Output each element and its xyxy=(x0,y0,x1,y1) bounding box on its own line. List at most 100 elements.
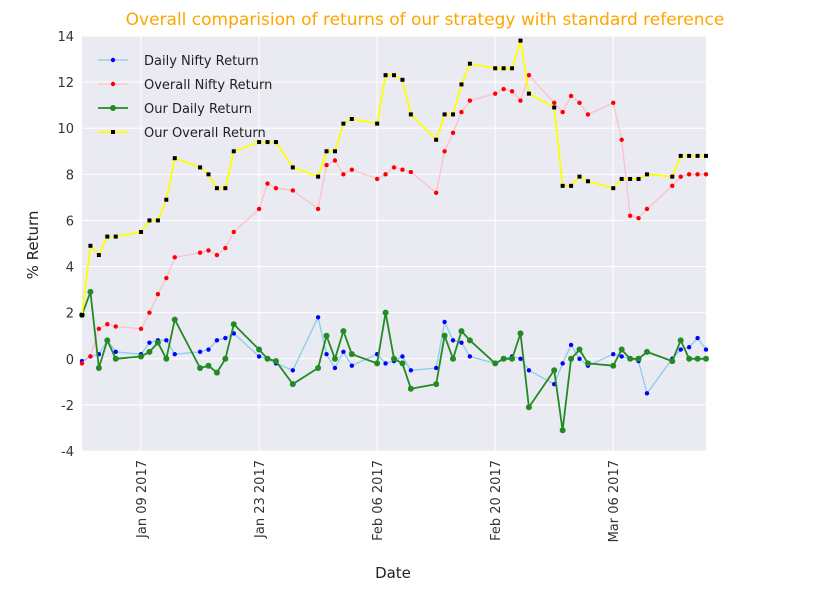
data-point xyxy=(501,66,506,71)
data-point xyxy=(568,93,574,99)
data-point xyxy=(349,363,355,368)
data-point xyxy=(560,183,565,188)
data-point xyxy=(332,149,337,154)
data-point xyxy=(678,347,683,352)
data-point xyxy=(577,356,582,361)
data-point xyxy=(147,340,152,345)
data-point xyxy=(442,319,447,325)
data-point xyxy=(163,355,170,362)
data-point xyxy=(627,213,633,219)
data-point xyxy=(214,338,220,343)
series-line xyxy=(81,74,706,364)
legend-item: Daily Nifty Return xyxy=(98,54,259,69)
data-point xyxy=(206,347,211,352)
legend-item: Our Overall Return xyxy=(98,126,266,141)
data-point xyxy=(349,167,355,172)
legend: Daily Nifty Return Overall Nifty Return Ou… xyxy=(98,54,272,141)
data-point xyxy=(383,172,388,177)
data-point xyxy=(678,153,683,158)
data-point xyxy=(509,89,515,94)
data-point xyxy=(584,360,591,367)
data-point xyxy=(611,186,616,191)
data-point xyxy=(273,140,278,145)
data-point xyxy=(695,153,700,158)
data-point xyxy=(265,140,270,145)
data-point xyxy=(400,354,405,359)
data-point xyxy=(493,66,498,71)
x-tick-label: Feb 20 2017 xyxy=(489,460,504,541)
data-point xyxy=(172,351,177,357)
data-point xyxy=(518,38,523,43)
data-point xyxy=(703,355,709,362)
data-point xyxy=(323,332,330,339)
data-point xyxy=(113,234,118,239)
data-point xyxy=(391,165,397,170)
series-2 xyxy=(79,288,709,434)
data-point xyxy=(467,354,473,359)
data-point xyxy=(348,351,355,358)
y-tick-label: 0 xyxy=(66,353,74,368)
data-point xyxy=(518,356,523,361)
data-point xyxy=(113,324,118,329)
data-point xyxy=(213,369,220,376)
data-point xyxy=(80,312,84,317)
data-point xyxy=(408,112,413,117)
data-point xyxy=(264,355,271,362)
x-tick-label: Jan 23 2017 xyxy=(253,460,268,539)
data-point xyxy=(316,174,321,179)
data-point xyxy=(79,361,85,366)
data-point xyxy=(146,348,153,355)
plot-area xyxy=(82,36,706,451)
y-axis-label: % Return xyxy=(24,211,42,280)
data-point xyxy=(197,365,204,371)
data-point xyxy=(569,183,574,188)
data-point xyxy=(315,315,321,320)
data-point xyxy=(450,338,456,343)
legend-item: Our Daily Return xyxy=(98,102,252,117)
data-point xyxy=(341,172,346,177)
data-point xyxy=(450,130,456,136)
data-point xyxy=(407,385,414,392)
data-point xyxy=(627,355,634,362)
legend-item: Overall Nifty Return xyxy=(98,78,272,93)
data-point xyxy=(230,321,237,328)
data-point xyxy=(610,362,617,369)
data-point xyxy=(214,252,220,258)
y-tick-label: 8 xyxy=(66,168,74,183)
data-point xyxy=(459,340,464,345)
data-point xyxy=(408,368,414,373)
series-3 xyxy=(80,38,708,317)
y-tick-label: -4 xyxy=(61,445,74,460)
data-point xyxy=(551,367,558,374)
legend-label: Our Daily Return xyxy=(144,102,252,117)
data-point xyxy=(374,176,380,182)
data-point xyxy=(155,218,160,223)
data-point xyxy=(400,167,405,172)
y-tick-label: 6 xyxy=(66,214,74,229)
series-1 xyxy=(79,72,709,366)
data-point xyxy=(164,338,169,343)
data-point xyxy=(467,98,473,103)
data-point xyxy=(686,172,692,177)
data-point xyxy=(375,121,380,126)
data-point xyxy=(399,360,406,367)
data-point xyxy=(525,404,532,411)
data-point xyxy=(577,174,582,179)
data-point xyxy=(340,328,347,335)
y-tick-label: 2 xyxy=(66,307,74,322)
series-line xyxy=(81,290,706,432)
data-point xyxy=(256,206,262,212)
legend-label: Overall Nifty Return xyxy=(144,78,272,93)
data-point xyxy=(95,365,102,371)
data-point xyxy=(147,310,152,315)
data-point xyxy=(383,73,388,78)
data-point xyxy=(643,348,650,355)
data-point xyxy=(433,381,440,388)
data-point xyxy=(231,229,236,235)
data-point xyxy=(214,186,219,191)
data-point xyxy=(104,337,111,344)
data-point xyxy=(155,292,161,297)
data-point xyxy=(256,354,262,359)
chart-title: Overall comparision of returns of our st… xyxy=(126,10,725,30)
